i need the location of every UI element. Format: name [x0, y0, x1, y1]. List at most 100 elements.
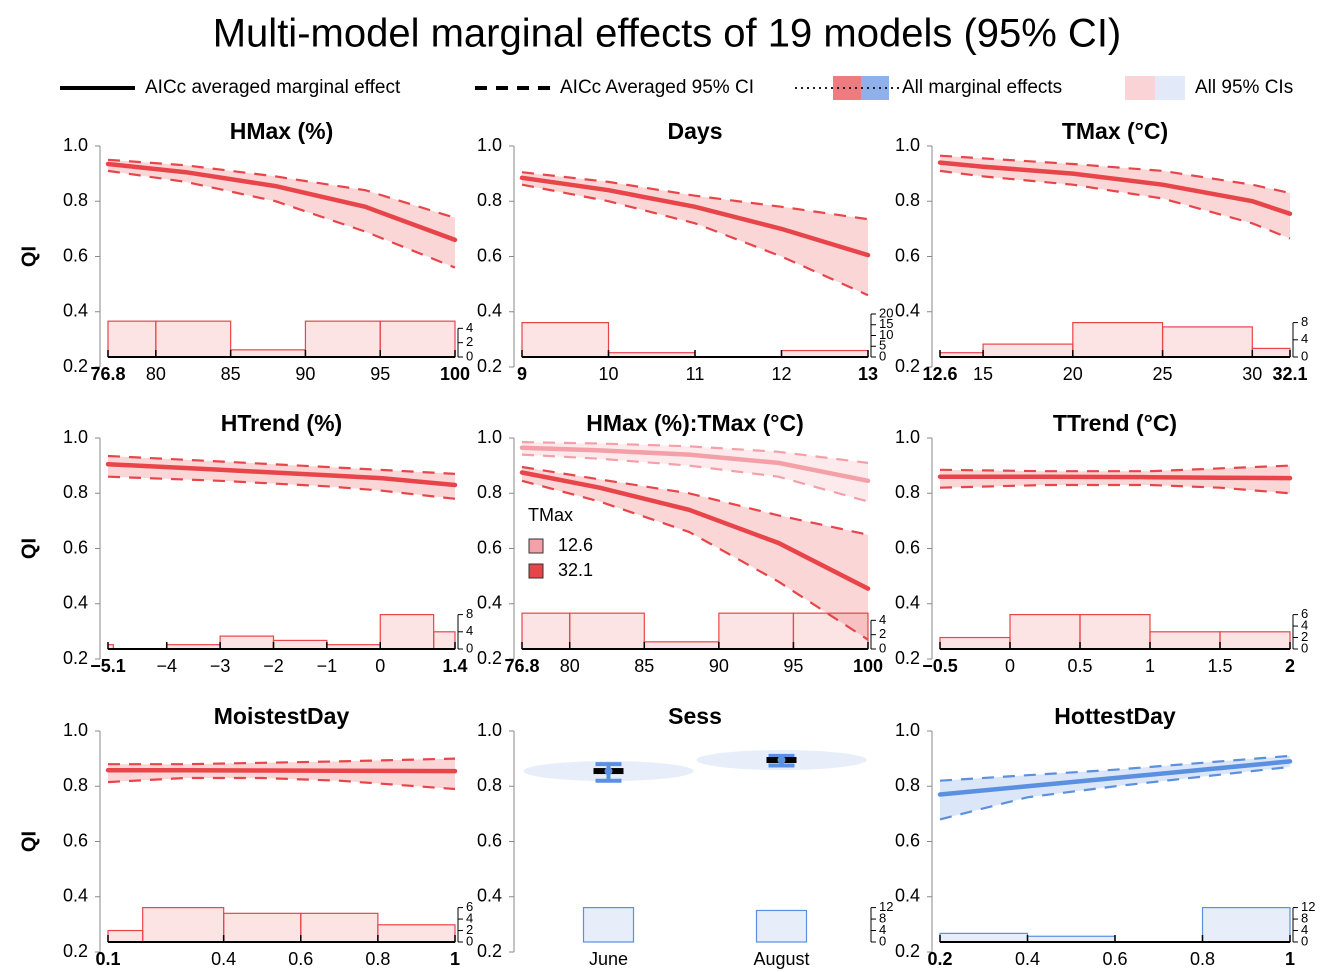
panel-title: HottestDay [1054, 703, 1176, 729]
histogram-bar [377, 924, 456, 943]
y-tick-label: 0.8 [477, 482, 502, 502]
legend-label: AICc Averaged 95% CI [560, 77, 754, 98]
ci-line [521, 183, 869, 297]
effect-line [519, 445, 871, 484]
hist-tick-label: 2 [879, 626, 886, 641]
y-tick-label: 0.2 [895, 648, 920, 668]
panel: HottestDay 0.2 0.4 0.6 0.8 1.0 0.2 0.4 0.6 0.8 104… [895, 703, 1316, 969]
histogram-bar [718, 612, 795, 650]
hist-tick-label: 0 [466, 640, 473, 655]
y-tick-label: 0.2 [477, 648, 502, 668]
y-tick-label: 1.0 [477, 135, 502, 155]
ci-line [108, 757, 456, 766]
ci-line [107, 776, 456, 791]
y-tick-label: 0.6 [477, 830, 502, 850]
x-tick-label: 1 [1145, 656, 1155, 676]
x-tick-label: 80 [560, 656, 580, 676]
panel: TTrend (°C)0.20.40.60.81.0−0.5 0 0.5 1 1.5 20… [895, 410, 1308, 676]
x-tick-label: 100 [853, 656, 883, 676]
ci-band [522, 442, 868, 502]
y-tick-label: 1.0 [895, 135, 920, 155]
x-tick-label: 0.6 [288, 949, 313, 969]
histogram-bar [379, 613, 435, 650]
x-tick-label: −5.1 [90, 656, 126, 676]
histogram-bar [521, 612, 571, 650]
y-axis-label: QI [18, 246, 40, 267]
y-tick-label: 0.6 [895, 245, 920, 265]
x-tick-label: 0.8 [365, 949, 390, 969]
hist-tick-label: 4 [466, 320, 473, 335]
x-tick-label: 100 [440, 364, 470, 384]
histogram-bar [582, 906, 635, 943]
y-tick-label: 0.8 [63, 190, 88, 210]
y-tick-label: 1.0 [477, 720, 502, 740]
x-tick-label: 85 [221, 364, 241, 384]
hist-tick-label: 0 [466, 348, 473, 363]
legend-label: All marginal effects [902, 77, 1062, 98]
y-tick-label: 0.2 [895, 941, 920, 961]
y-tick-label: 0.8 [895, 482, 920, 502]
y-axis-label: QI [18, 538, 40, 559]
legend-swatch [1125, 76, 1155, 100]
legend-label: All 95% CIs [1195, 77, 1293, 98]
x-tick-label: 76.8 [504, 656, 539, 676]
y-tick-label: 0.6 [895, 830, 920, 850]
hist-tick-label: 12 [879, 899, 893, 914]
panel-title: HMax (%):TMax (°C) [586, 410, 803, 436]
panel: MoistestDay QI 0.2 0.4 0.6 0.8 1.0 0.1 0.4 0.6 0.8… [18, 703, 473, 969]
x-tick-label: 1.4 [442, 656, 467, 676]
y-tick-label: 1.0 [895, 720, 920, 740]
x-tick-label: 0 [1005, 656, 1015, 676]
y-axis-label: QI [18, 831, 40, 852]
y-tick-label: 0.4 [63, 301, 88, 321]
x-tick-label: 12 [771, 364, 791, 384]
y-tick-label: 0.6 [63, 830, 88, 850]
histogram-bar [755, 909, 808, 943]
ci-line [107, 475, 456, 500]
x-tick-label: 0.2 [927, 949, 952, 969]
histogram-bar [1161, 326, 1253, 358]
y-tick-label: 0.4 [895, 593, 920, 613]
x-tick-label: 25 [1153, 364, 1173, 384]
legend-label: 32.1 [558, 560, 593, 580]
x-tick-label: 76.8 [90, 364, 125, 384]
x-tick-label: 1 [450, 949, 460, 969]
y-tick-label: 0.2 [895, 356, 920, 376]
ci-line [939, 154, 1291, 195]
panel: HTrend (%) QI 0.2 0.4 0.6 0.8 1.0 −5.1 −4 −3 −2 −1 0… [18, 410, 473, 676]
y-tick-label: 0.2 [63, 648, 88, 668]
x-tick-label: −3 [210, 656, 231, 676]
histogram-bar [1009, 613, 1081, 650]
panel-title: TTrend (°C) [1053, 410, 1177, 436]
hist-tick-label: 2 [466, 334, 473, 349]
hist-tick-label: 12 [1301, 899, 1315, 914]
histogram-bar [300, 912, 379, 943]
histogram-bar [223, 912, 302, 943]
histogram-bar [230, 349, 307, 358]
y-tick-label: 0.6 [63, 245, 88, 265]
hist-tick-label: 4 [466, 623, 473, 638]
x-tick-label: 0.1 [95, 949, 120, 969]
x-tick-label: 13 [858, 364, 878, 384]
y-tick-label: 0.6 [895, 537, 920, 557]
x-tick-label: 15 [973, 364, 993, 384]
histogram-bar [939, 932, 1029, 943]
y-tick-label: 1.0 [477, 427, 502, 447]
x-tick-label: 85 [634, 656, 654, 676]
x-tick-label: 0.4 [1015, 949, 1040, 969]
panel-title: HMax (%) [230, 118, 334, 144]
ci-line [521, 465, 869, 536]
y-tick-label: 0.6 [477, 537, 502, 557]
histogram-bar [107, 320, 157, 358]
ci-line [107, 454, 456, 475]
histogram-bar [155, 320, 232, 358]
ci-band [940, 155, 1290, 239]
hist-tick-label: 0 [879, 640, 886, 655]
histogram-bar [219, 635, 275, 650]
hist-tick-label: 0 [1301, 348, 1308, 363]
effect-line [937, 474, 1293, 481]
histogram-bar [142, 906, 225, 943]
effect-line [519, 175, 871, 258]
